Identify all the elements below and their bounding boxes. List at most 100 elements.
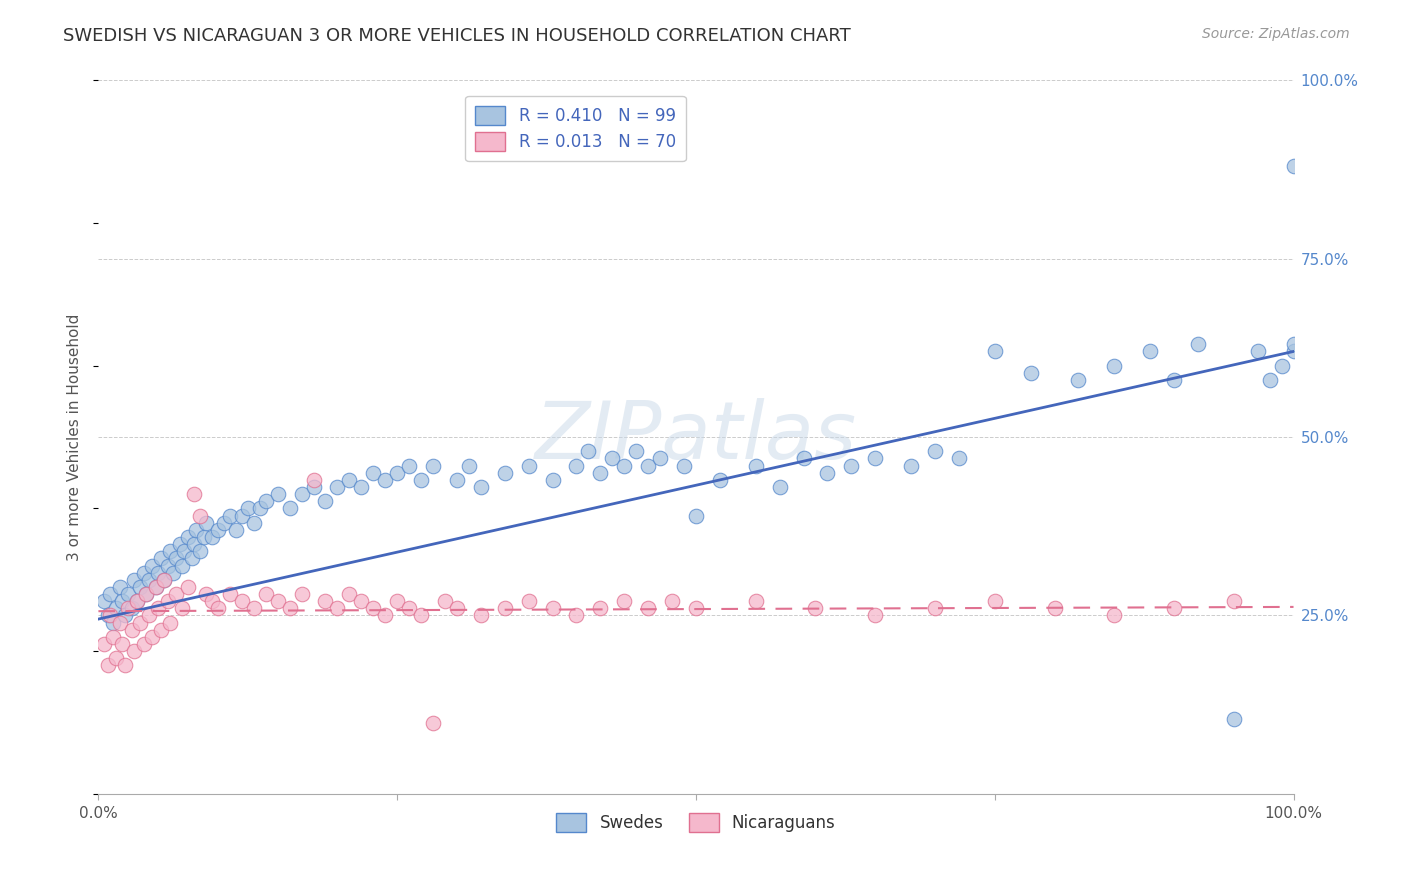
Point	[183, 537, 205, 551]
Point	[231, 508, 253, 523]
Point	[148, 566, 170, 580]
Point	[745, 594, 768, 608]
Point	[602, 451, 624, 466]
Text: SWEDISH VS NICARAGUAN 3 OR MORE VEHICLES IN HOUSEHOLD CORRELATION CHART: SWEDISH VS NICARAGUAN 3 OR MORE VEHICLES…	[63, 27, 851, 45]
Point	[108, 615, 131, 630]
Point	[173, 544, 195, 558]
Point	[231, 594, 253, 608]
Point	[165, 587, 187, 601]
Point	[105, 651, 128, 665]
Point	[212, 516, 235, 530]
Point	[363, 601, 385, 615]
Point	[350, 480, 373, 494]
Point	[1282, 159, 1305, 173]
Point	[1247, 344, 1270, 359]
Point	[105, 601, 128, 615]
Point	[124, 644, 146, 658]
Point	[121, 623, 143, 637]
Point	[302, 480, 325, 494]
Point	[172, 601, 194, 615]
Point	[254, 587, 277, 601]
Point	[188, 544, 211, 558]
Point	[138, 573, 160, 587]
Point	[326, 601, 349, 615]
Point	[156, 594, 179, 608]
Point	[565, 608, 588, 623]
Point	[180, 551, 202, 566]
Point	[117, 587, 139, 601]
Point	[243, 601, 266, 615]
Point	[626, 444, 648, 458]
Point	[339, 587, 361, 601]
Point	[114, 608, 136, 623]
Point	[398, 458, 420, 473]
Point	[422, 715, 444, 730]
Point	[278, 601, 301, 615]
Point	[177, 530, 200, 544]
Point	[278, 501, 301, 516]
Point	[470, 608, 492, 623]
Point	[1163, 601, 1185, 615]
Point	[637, 458, 659, 473]
Point	[132, 566, 155, 580]
Point	[589, 601, 612, 615]
Point	[124, 573, 146, 587]
Point	[709, 473, 731, 487]
Point	[1104, 608, 1126, 623]
Point	[101, 630, 124, 644]
Point	[1258, 373, 1281, 387]
Point	[93, 637, 115, 651]
Point	[135, 587, 157, 601]
Point	[363, 466, 385, 480]
Point	[159, 615, 181, 630]
Point	[108, 580, 131, 594]
Point	[411, 473, 433, 487]
Point	[183, 487, 205, 501]
Point	[291, 587, 314, 601]
Point	[201, 594, 224, 608]
Point	[149, 623, 172, 637]
Point	[984, 594, 1007, 608]
Point	[236, 501, 259, 516]
Legend: Swedes, Nicaraguans: Swedes, Nicaraguans	[550, 806, 842, 839]
Point	[768, 480, 790, 494]
Point	[117, 601, 139, 615]
Point	[121, 601, 143, 615]
Point	[162, 566, 184, 580]
Point	[207, 523, 229, 537]
Text: ZIPatlas: ZIPatlas	[534, 398, 858, 476]
Point	[422, 458, 444, 473]
Point	[685, 508, 707, 523]
Point	[374, 608, 396, 623]
Point	[494, 601, 516, 615]
Point	[315, 494, 337, 508]
Point	[149, 551, 172, 566]
Point	[291, 487, 314, 501]
Point	[93, 594, 115, 608]
Point	[1043, 601, 1066, 615]
Point	[135, 587, 157, 601]
Point	[153, 573, 176, 587]
Point	[172, 558, 194, 573]
Point	[129, 580, 152, 594]
Point	[145, 580, 167, 594]
Point	[153, 573, 176, 587]
Point	[637, 601, 659, 615]
Point	[101, 615, 124, 630]
Point	[815, 466, 838, 480]
Point	[186, 523, 208, 537]
Point	[207, 601, 229, 615]
Point	[111, 637, 134, 651]
Point	[339, 473, 361, 487]
Point	[148, 601, 170, 615]
Point	[165, 551, 187, 566]
Point	[1282, 344, 1305, 359]
Point	[225, 523, 247, 537]
Point	[517, 594, 540, 608]
Point	[267, 594, 290, 608]
Point	[1019, 366, 1042, 380]
Point	[613, 458, 636, 473]
Point	[565, 458, 588, 473]
Point	[326, 480, 349, 494]
Point	[111, 594, 134, 608]
